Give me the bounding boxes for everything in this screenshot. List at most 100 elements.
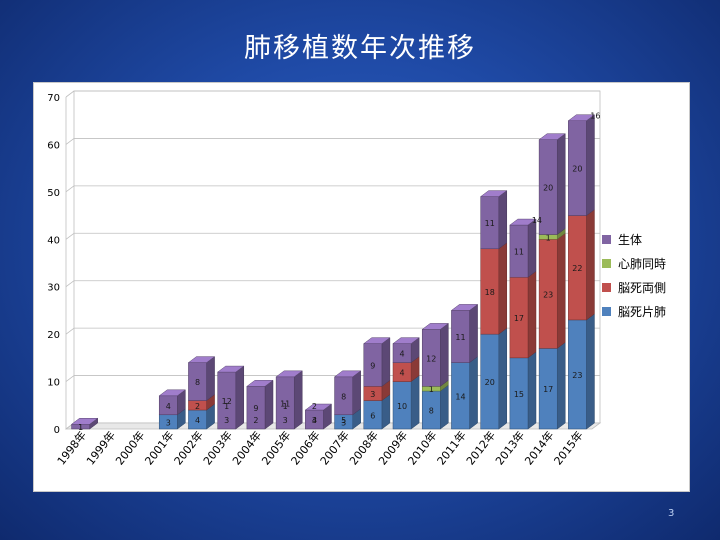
data-label: 11 [485,219,495,228]
legend-label: 脳死片肺 [618,305,666,319]
page-number: 3 [668,508,675,519]
bar-side-3 [586,114,595,217]
bar-side-1 [498,242,508,335]
bar-side-3 [498,190,508,250]
legend-swatch [602,235,611,244]
data-label: 4 [166,402,171,411]
bar-side-3 [469,303,478,364]
data-label: 6 [370,411,375,420]
bar-side-0 [498,327,508,430]
data-label-extra: 2 [253,416,258,425]
bar-top [158,389,187,397]
bar-side-0 [586,313,595,430]
data-label: 1 [546,233,551,242]
legend-swatch [602,283,611,292]
data-label: 12 [222,397,232,406]
x-tick-label: 2004年 [229,428,264,467]
data-label-extra: 16 [590,112,600,121]
x-tick-label: 2010年 [405,428,440,467]
y-tick-label: 10 [47,378,60,389]
bar-side-3 [293,370,303,430]
x-tick-label: 2003年 [200,428,235,467]
legend-swatch [602,307,611,316]
bar-top [275,370,303,378]
data-label: 20 [485,378,495,387]
gridline-depth [65,375,75,382]
bar-top [392,337,420,344]
gridline-depth [65,327,75,335]
data-label: 4 [312,416,317,425]
bar-side-3 [206,356,215,402]
data-label-extra: 1 [224,402,229,411]
data-label: 20 [572,165,582,174]
data-label: 3 [370,390,375,399]
y-tick-label: 60 [47,140,60,151]
bar-side-0 [440,384,449,430]
bar-top [363,337,391,344]
data-label: 18 [485,288,495,297]
x-tick-label: 2000年 [112,428,147,467]
bar-side-0 [527,351,537,430]
bar-side-3 [352,370,361,416]
data-label: 11 [455,333,465,342]
bar-side-3 [235,365,245,430]
data-label: 8 [341,392,346,401]
bar-top [70,418,99,425]
x-tick-label: 1999年 [83,428,118,467]
data-label-extra: 1 [283,402,288,411]
bar-side-0 [556,341,566,430]
bar-side-3 [556,133,566,236]
chart-panel: 0 10 20 30 40 50 60 70 1 3 4 4 2 8 12 9 11 4 3 8 6 3 9 10 4 4 8 1 12… [33,82,690,492]
data-label: 4 [400,369,405,378]
bar-top [216,365,245,373]
bar-top [509,218,537,226]
bar-top [450,304,479,311]
y-tick-label: 50 [47,188,60,199]
y-tick-label: 30 [47,283,60,294]
gridline-depth [65,90,75,98]
x-tick-label: 2005年 [258,428,293,467]
x-tick-label: 2009年 [375,428,410,467]
bar-top [187,356,216,363]
data-label-extra: 2 [312,402,317,411]
y-tick-label: 40 [47,235,60,246]
data-label: 22 [572,264,582,273]
legend-label: 脳死両側 [618,281,666,295]
bar-side-3 [264,379,274,430]
data-label: 3 [341,418,346,427]
data-label: 9 [370,361,375,370]
bar-side-1 [556,232,566,349]
bar-side-0 [469,356,478,430]
data-label: 15 [514,390,524,399]
bar-top [479,190,508,197]
data-label: 17 [514,314,524,323]
data-label: 23 [543,290,553,299]
x-tick-label: 2014年 [521,428,556,467]
legend-swatch [602,259,611,268]
data-label: 23 [572,371,582,380]
data-label: 4 [400,350,405,359]
x-tick-label: 2012年 [463,428,498,467]
data-label: 9 [253,404,258,413]
y-tick-label: 70 [47,93,60,104]
y-tick-label: 20 [47,330,60,341]
bar-top [304,403,333,411]
bar-side-1 [586,209,595,321]
bar-top [538,133,566,140]
data-label: 11 [514,248,524,257]
data-label: 3 [166,418,171,427]
data-label: 1 [78,423,83,432]
x-tick-label: 2007年 [317,428,352,467]
legend-label: 生体 [618,233,642,247]
x-tick-label: 2015年 [551,428,586,467]
data-label-extra: 5 [341,416,346,425]
bar-top [246,380,274,387]
data-label: 10 [397,402,407,411]
bar-side-3 [381,337,391,387]
data-label-extra: 3 [283,416,288,425]
x-tick-label: 2006年 [288,428,323,467]
x-tick-label: 2011年 [434,428,469,467]
data-label: 2 [195,402,200,411]
bar-side-3 [440,322,449,387]
